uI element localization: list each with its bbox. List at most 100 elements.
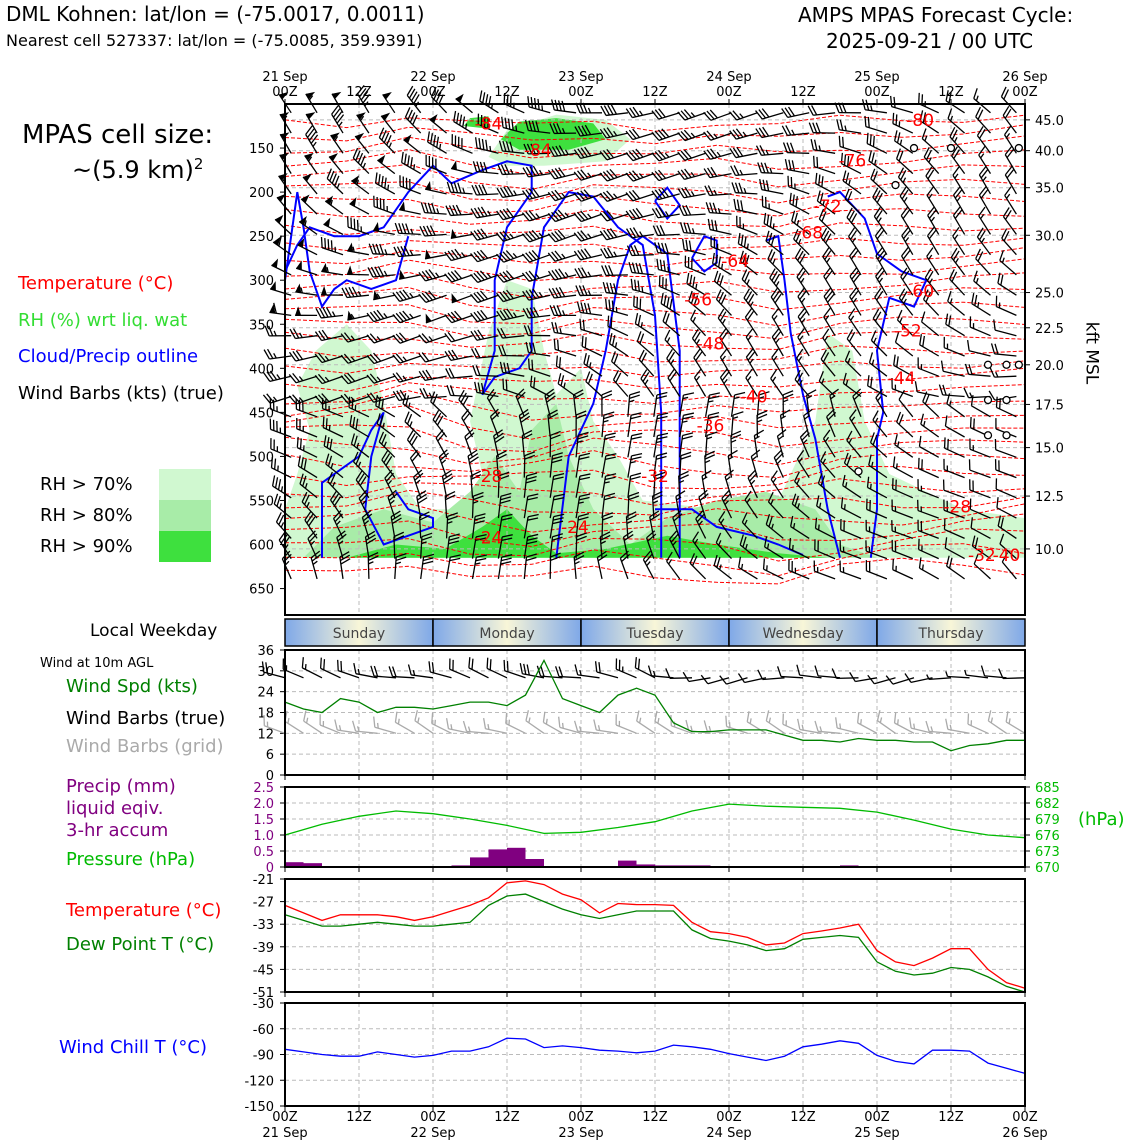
surface-wind-barb — [665, 668, 693, 679]
calm-marker — [1002, 431, 1011, 440]
wind-barb — [755, 145, 784, 156]
wind-barb — [715, 289, 732, 316]
wind-barb — [849, 287, 862, 316]
grid-wind-barb — [394, 711, 415, 734]
grid-wind-barb — [782, 713, 804, 734]
grid-wind-barb — [351, 720, 378, 734]
grid-wind-barb — [876, 710, 896, 734]
wind-barb — [444, 331, 473, 343]
pressure-tick-label: 350 — [249, 318, 274, 333]
wind-barb — [601, 432, 616, 458]
wind-barb — [288, 350, 318, 362]
wind-barb — [799, 429, 810, 458]
wind-barb — [420, 532, 433, 559]
surface-wind-barb — [814, 665, 841, 679]
wind-barb — [919, 334, 940, 357]
wind-barb — [376, 413, 396, 438]
wind-barb — [612, 369, 629, 397]
wind-barb — [625, 227, 654, 239]
surface-wind-barb — [682, 671, 711, 683]
bottom-time-label: 00Z — [272, 1110, 298, 1125]
wind-barb — [989, 367, 1017, 378]
grid-wind-barb — [615, 714, 637, 734]
wind-barb — [496, 308, 525, 321]
wind-barb — [310, 550, 322, 580]
wind-barb — [502, 378, 525, 398]
precip-panel-ytick-label: 0.5 — [253, 845, 274, 860]
surface-wind-barb — [554, 666, 582, 679]
surface-wind-barb — [261, 661, 286, 679]
grid-wind-barb — [636, 710, 656, 734]
wind-barb — [1004, 186, 1017, 215]
isotherm-line — [284, 424, 1026, 453]
surface-wind-barb — [885, 675, 915, 685]
rh-shading-2 — [346, 509, 828, 558]
wind-barb — [378, 431, 396, 458]
wind-barb — [627, 412, 642, 438]
wind-barb — [872, 410, 888, 438]
wind-barb — [444, 310, 473, 324]
wind-barb — [366, 392, 395, 403]
wind-barb — [917, 357, 939, 377]
wind-barb — [445, 554, 461, 580]
legend-wind-barbs: Wind Barbs (kts) (true) — [18, 383, 224, 404]
wind-barb — [350, 433, 370, 458]
wind-barb — [601, 411, 615, 438]
surface-wind-barb — [831, 668, 859, 680]
wind-barb — [901, 247, 914, 276]
wind-barb — [269, 302, 292, 317]
wind-barb — [866, 498, 888, 519]
wind-barb — [430, 86, 448, 114]
top-date-label: 25 Sep — [854, 70, 899, 85]
wind-barb — [273, 493, 292, 519]
cloud-outline-3 — [555, 234, 681, 558]
wind-barb — [677, 109, 706, 121]
isotherm-label: -72 — [814, 197, 842, 217]
legend-temperature-2: Temperature (°C) — [66, 900, 222, 921]
wind-barb — [384, 469, 396, 499]
calm-marker — [1014, 360, 1023, 369]
wind-barb — [347, 242, 370, 256]
surface-wind-barb — [776, 666, 804, 679]
wind-barb — [719, 328, 733, 357]
windchill-panel-ytick-label: -150 — [244, 1100, 274, 1115]
legend-rh90-label: RH > 90% — [40, 536, 133, 557]
wind-barb — [796, 267, 810, 296]
wind-barb — [394, 222, 421, 236]
surface-wind-barb — [647, 665, 674, 679]
top-time-label: 12Z — [642, 85, 668, 100]
wind-barb — [348, 396, 370, 418]
wind-barb — [599, 190, 629, 202]
top-date-label: 22 Sep — [410, 70, 455, 85]
wind-barb — [583, 353, 603, 377]
wind-barb — [495, 230, 525, 242]
wind-barb — [976, 227, 992, 256]
wind-barb — [585, 371, 603, 397]
wind-barb — [765, 230, 784, 256]
wind-barb — [599, 210, 629, 222]
wind-barb — [818, 208, 836, 235]
windchill-panel-ytick-label: -120 — [244, 1074, 274, 1089]
wind-barb — [523, 513, 539, 539]
wind-barb — [336, 530, 347, 559]
isotherm-line — [284, 478, 1026, 506]
pressure-tick-label: 450 — [249, 406, 274, 421]
wind-barb — [575, 513, 590, 539]
wind-barb — [747, 469, 758, 499]
wind-barb — [523, 553, 537, 579]
wind-barb — [297, 238, 318, 256]
kft-tick-label: 35.0 — [1035, 182, 1064, 197]
wind-barb — [549, 533, 564, 559]
wind-barb — [628, 261, 654, 276]
kft-tick-label: 12.5 — [1035, 490, 1064, 505]
bottom-date-label: 24 Sep — [706, 1126, 751, 1140]
wind-barb — [352, 451, 370, 479]
wind-barb — [455, 93, 473, 114]
wind-barb — [719, 368, 733, 397]
wind-barb — [838, 135, 862, 154]
wind-barb — [501, 116, 525, 134]
top-time-label: 00Z — [864, 85, 890, 100]
wind-barb — [557, 373, 577, 398]
wind-barb — [872, 308, 888, 337]
